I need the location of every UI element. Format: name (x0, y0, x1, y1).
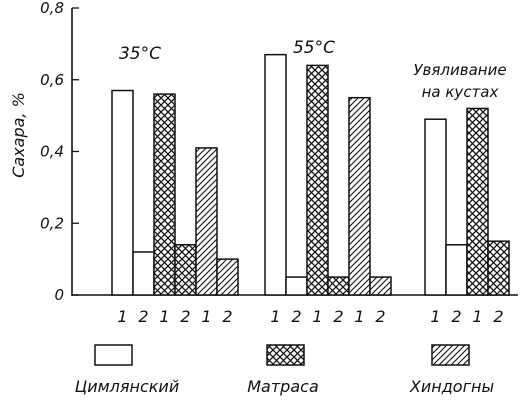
bar (445, 244, 468, 296)
bar (174, 244, 197, 296)
y-tick-label: 0,8 (40, 0, 64, 17)
bars (111, 53, 510, 296)
group-label-55c: 55°C (293, 38, 335, 58)
x-tick-label: 2 (493, 307, 503, 326)
y-axis-label: Сахара, % (9, 92, 28, 178)
bar (327, 276, 350, 296)
x-tick-label: 1 (430, 307, 440, 326)
bar (487, 240, 510, 296)
x-tick-label: 2 (375, 307, 385, 326)
labels: Сахара, %1 2 1 2 1 2 1 2 1 2 1 2 1 2 1 235°C 55°CУвялива… (9, 38, 507, 326)
x-tick-label: 2 (451, 307, 461, 326)
x-tick-label: 1 (159, 307, 169, 326)
legend-label: Цимлянский (75, 377, 179, 396)
bar (306, 64, 329, 296)
bar (111, 89, 134, 296)
bar (132, 251, 155, 296)
bar (264, 53, 287, 296)
x-tick-label: 2 (291, 307, 301, 326)
bar (285, 276, 308, 296)
y-tick-label: 0,2 (40, 214, 64, 232)
x-tick-label: 2 (222, 307, 232, 326)
group-label-35c: 35°C (119, 44, 161, 64)
x-tick-label: 1 (312, 307, 322, 326)
x-tick-label: 2 (138, 307, 148, 326)
x-tick-label: 1 (117, 307, 127, 326)
bar (424, 118, 447, 296)
legend-swatch (431, 344, 470, 366)
x-tick-label: 1 (354, 307, 364, 326)
x-tick-label: 2 (180, 307, 190, 326)
legend-label: Матраса (247, 377, 319, 396)
group-label-vine-dried-line1: Увяливание (413, 61, 506, 79)
x-tick-label: 1 (270, 307, 280, 326)
group-label-vine-dried-line2: на кустах (422, 83, 499, 101)
x-tick-label: 1 (472, 307, 482, 326)
legend-swatch (266, 344, 305, 366)
y-tick-label: 0,4 (40, 143, 64, 161)
bar (369, 276, 392, 296)
legend-label: Хиндогны (409, 377, 494, 396)
bar (466, 107, 489, 296)
bar (348, 96, 371, 296)
bar (153, 93, 176, 296)
bar (216, 258, 239, 296)
y-tick-label: 0 (54, 286, 64, 304)
legend-swatch (94, 344, 133, 366)
bar (195, 147, 218, 296)
x-tick-label: 1 (201, 307, 211, 326)
y-tick-label: 0,6 (40, 71, 64, 89)
x-tick-label: 2 (333, 307, 343, 326)
legend: Цимлянский Матраса Хиндогны (75, 344, 494, 396)
